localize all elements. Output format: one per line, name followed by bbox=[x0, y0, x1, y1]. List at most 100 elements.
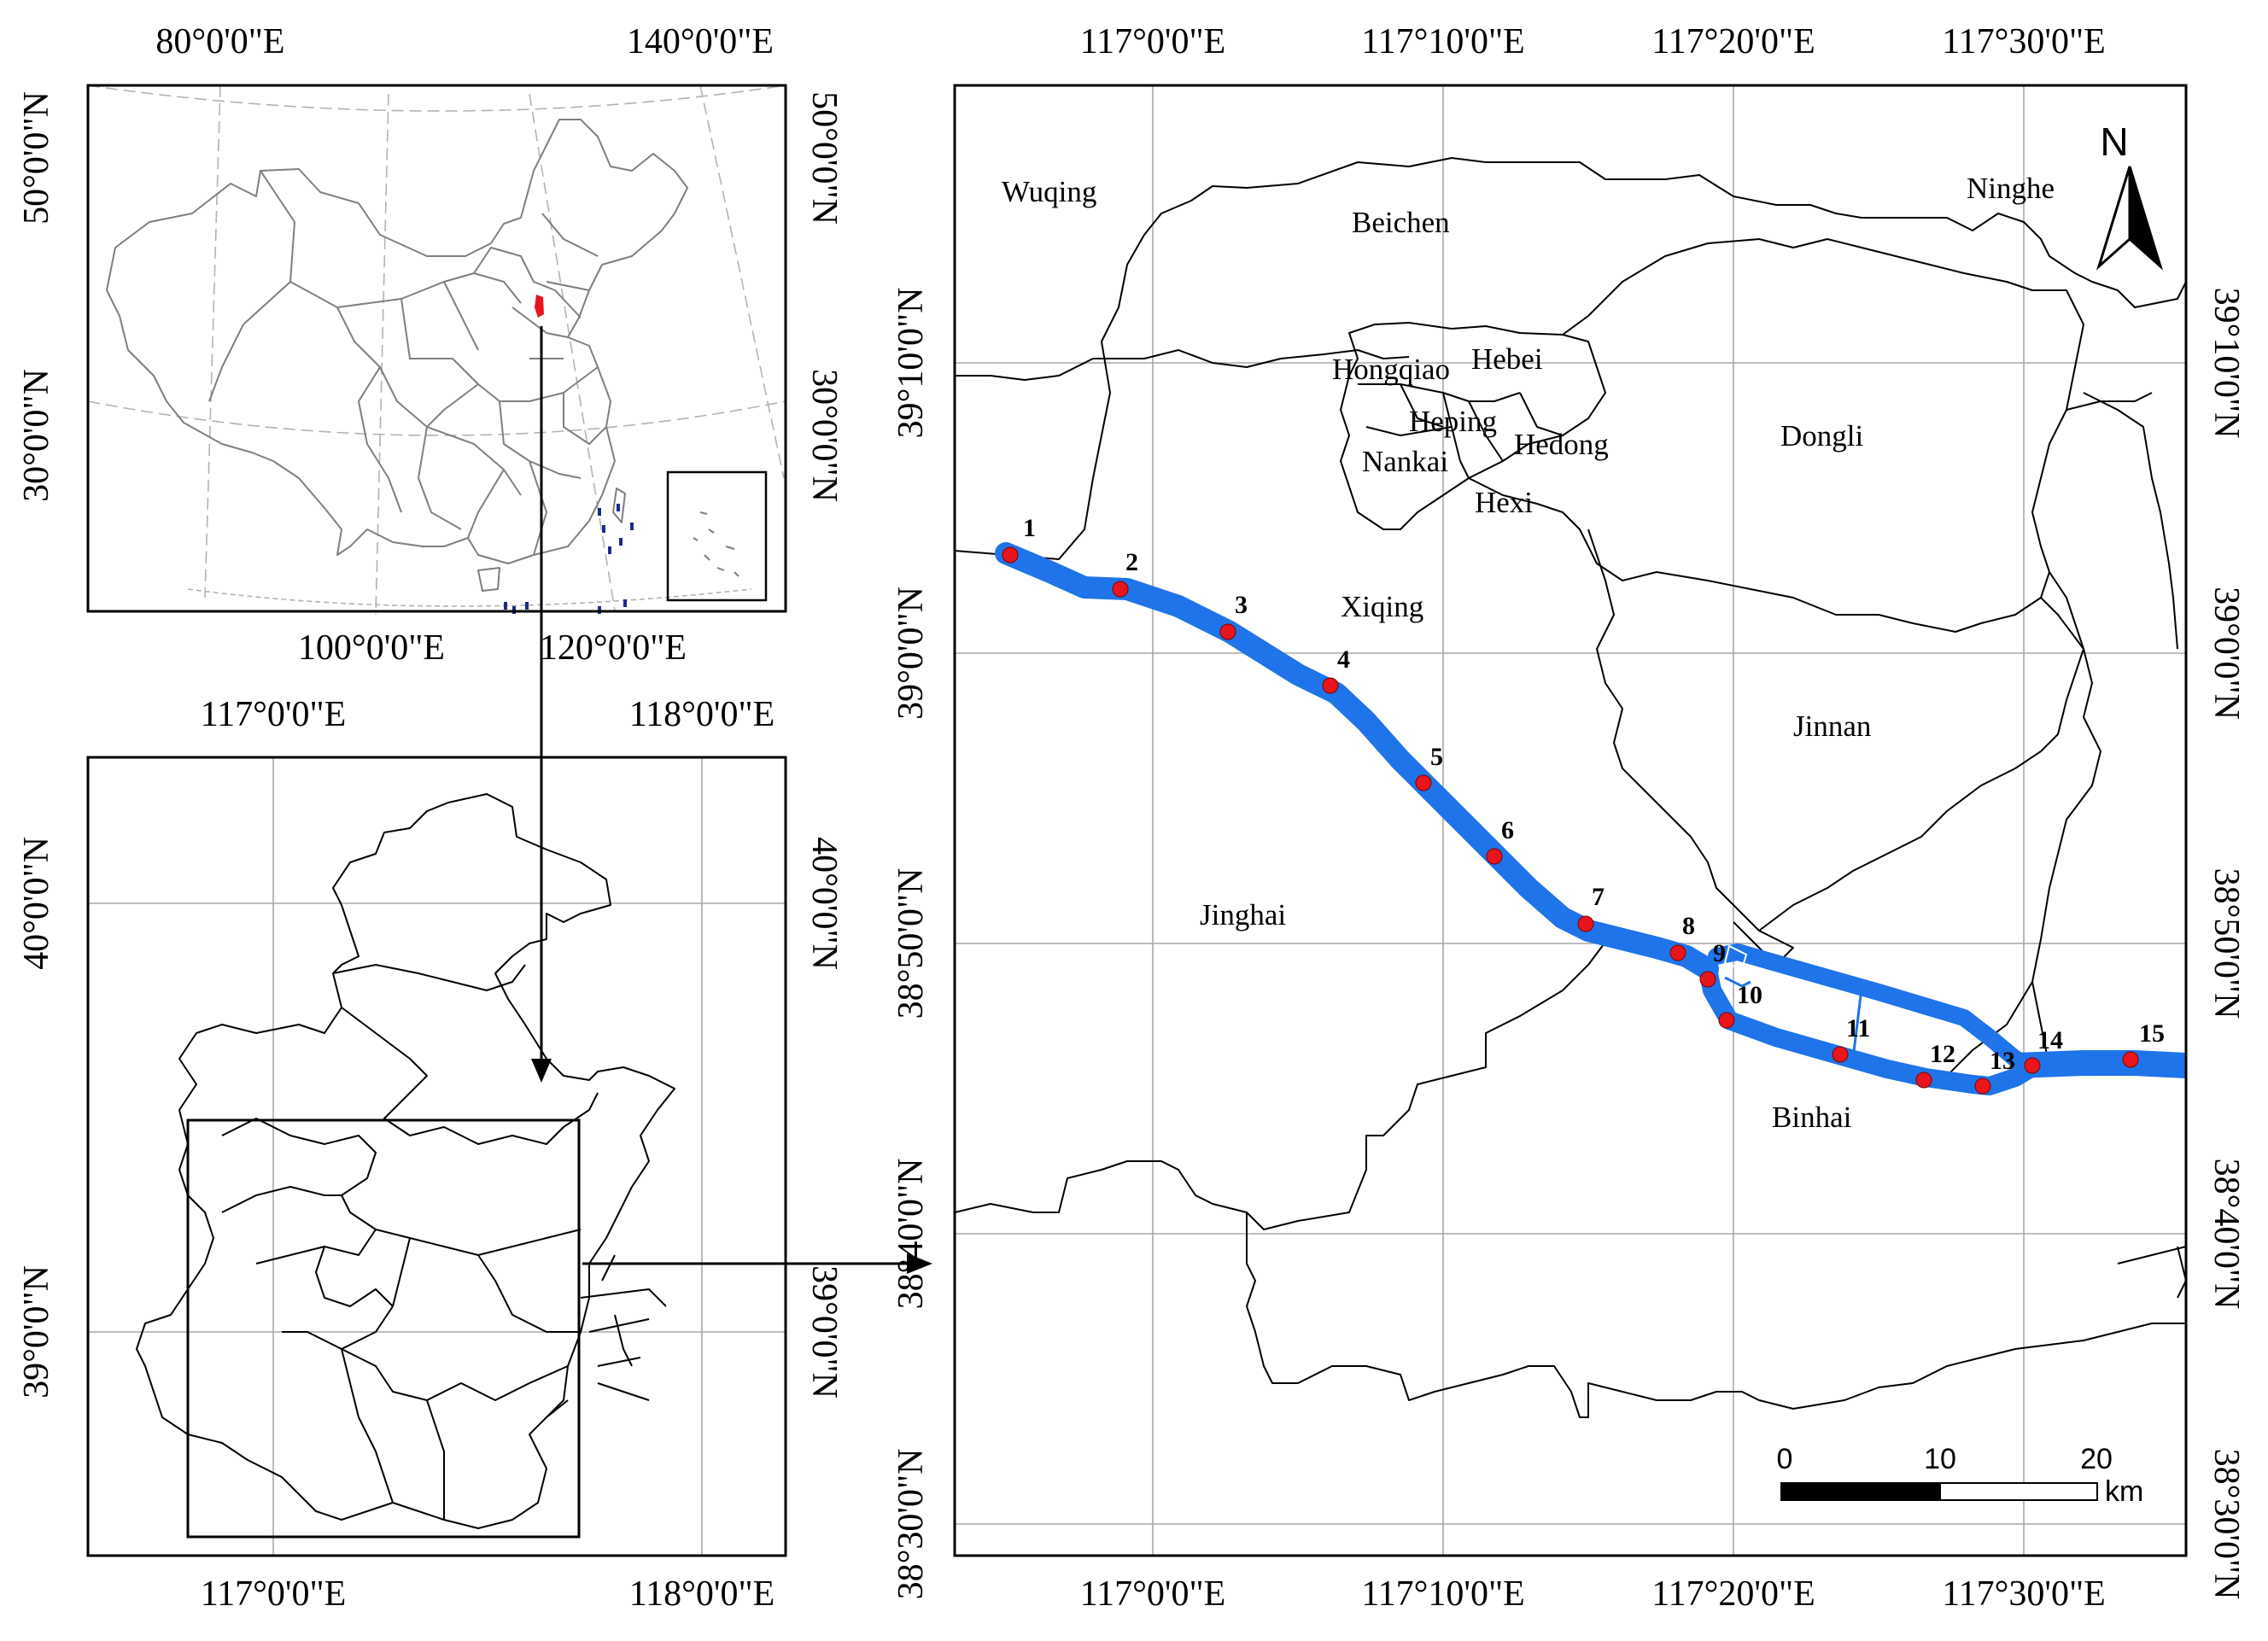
main-left-label-1: 39°0'0"N bbox=[891, 587, 931, 720]
label-dongli: Dongli bbox=[1780, 419, 1864, 453]
station-point-13 bbox=[1974, 1077, 1991, 1095]
main-right-label-1: 39°0'0"N bbox=[2207, 587, 2246, 720]
station-point-6 bbox=[1486, 848, 1503, 865]
label-hongqiao: Hongqiao bbox=[1332, 353, 1450, 386]
route-south-branch bbox=[1698, 960, 2042, 1095]
china-province-lines bbox=[208, 170, 607, 556]
label-nankai: Nankai bbox=[1362, 445, 1448, 478]
china-graticule-lon120 bbox=[529, 93, 616, 611]
study-panel-frame bbox=[953, 84, 2188, 1557]
label-jinnan: Jinnan bbox=[1793, 710, 1871, 743]
china-left-label-0: 50°0'0"N bbox=[17, 91, 56, 225]
china-bottom-label-1: 120°0'0"E bbox=[540, 628, 687, 668]
xiqing-north-line bbox=[955, 358, 1094, 381]
island-mark bbox=[602, 525, 605, 533]
station-point-3 bbox=[1219, 623, 1236, 640]
tianjin-left-label-0: 40°0'0"N bbox=[17, 837, 56, 970]
main-right-label-0: 39°10'0"N bbox=[2207, 288, 2246, 439]
station-label-5: 5 bbox=[1430, 743, 1443, 771]
main-right-label-3: 38°40'0"N bbox=[2207, 1159, 2246, 1310]
station-label-10: 10 bbox=[1737, 981, 1762, 1009]
north-arrow-label: N bbox=[2100, 120, 2128, 164]
label-hebei: Hebei bbox=[1471, 342, 1543, 376]
main-top-label-2: 117°20'0"E bbox=[1651, 22, 1815, 61]
tianjin-right-label-0: 40°0'0"N bbox=[804, 837, 844, 970]
wuqing-beichen-line bbox=[1093, 349, 1410, 368]
route-connector-lines bbox=[1724, 976, 1863, 1060]
china-right-label-0: 50°0'0"N bbox=[804, 91, 844, 225]
arrow-head-down bbox=[531, 1059, 552, 1083]
station-label-3: 3 bbox=[1235, 591, 1248, 619]
china-graticule-lon80 bbox=[204, 85, 221, 599]
north-arrow-left-half bbox=[2096, 166, 2131, 271]
tianjin-top-label-0: 117°0'0"E bbox=[201, 695, 347, 734]
tianjin-bottom-label-0: 117°0'0"E bbox=[201, 1574, 347, 1614]
china-panel-frame bbox=[86, 84, 787, 613]
study-coordinate-labels: 117°0'0"E 117°10'0"E 117°20'0"E 117°30'0… bbox=[891, 22, 2246, 1614]
label-binhai: Binhai bbox=[1772, 1101, 1852, 1134]
connector-arrows bbox=[531, 326, 932, 1274]
island-mark bbox=[598, 508, 601, 516]
tianjin-top-label-1: 118°0'0"E bbox=[629, 695, 775, 734]
station-point-15 bbox=[2122, 1051, 2139, 1068]
jinghai-binhai-boundary bbox=[954, 930, 1615, 1230]
station-point-14 bbox=[2024, 1057, 2041, 1074]
island-mark bbox=[617, 504, 620, 511]
china-outline bbox=[106, 119, 688, 564]
main-top-label-1: 117°10'0"E bbox=[1361, 22, 1525, 61]
station-label-15: 15 bbox=[2139, 1019, 2165, 1048]
outer-boundary-north bbox=[954, 157, 2187, 560]
scale-bar: 0 10 20 km bbox=[1777, 1443, 2144, 1508]
tianjin-panel-frame bbox=[86, 756, 787, 1557]
main-left-label-2: 38°50'0"N bbox=[891, 868, 931, 1019]
label-heping: Heping bbox=[1409, 405, 1497, 438]
route-layer bbox=[995, 542, 2187, 1095]
station-point-10 bbox=[1718, 1012, 1735, 1029]
china-top-label-1: 140°0'0"E bbox=[627, 22, 774, 61]
island-mark bbox=[623, 599, 627, 607]
main-bottom-label-1: 117°10'0"E bbox=[1361, 1574, 1525, 1614]
tianjin-bottom-label-1: 118°0'0"E bbox=[629, 1574, 775, 1614]
taiwan bbox=[612, 488, 626, 523]
study-area-graticule bbox=[955, 85, 2186, 1556]
label-hexi: Hexi bbox=[1475, 486, 1533, 519]
dongli-boundary bbox=[1468, 238, 2084, 633]
station-label-9: 9 bbox=[1713, 939, 1726, 967]
label-xiqing: Xiqing bbox=[1341, 590, 1423, 623]
china-graticule-lon140 bbox=[699, 85, 785, 479]
north-arrow-right-half bbox=[2128, 166, 2164, 271]
station-label-2: 2 bbox=[1125, 548, 1138, 576]
scale-tick-2: 20 bbox=[2080, 1443, 2113, 1475]
route-junction-outline bbox=[1723, 944, 1748, 971]
main-bottom-label-3: 117°30'0"E bbox=[1942, 1574, 2106, 1614]
station-point-7 bbox=[1577, 915, 1594, 932]
main-top-label-3: 117°30'0"E bbox=[1942, 22, 2106, 61]
route-corridor bbox=[995, 542, 1719, 980]
station-label-4: 4 bbox=[1337, 645, 1350, 674]
east-boundary bbox=[2031, 392, 2178, 1068]
scale-tick-1: 10 bbox=[1924, 1443, 1956, 1475]
main-right-label-2: 38°50'0"N bbox=[2207, 868, 2246, 1019]
main-left-label-4: 38°30'0"N bbox=[891, 1449, 931, 1600]
binhai-south-boundary bbox=[1246, 1212, 2186, 1418]
station-point-4 bbox=[1322, 677, 1339, 694]
label-ninghe: Ninghe bbox=[1967, 172, 2055, 205]
main-right-label-4: 38°30'0"N bbox=[2207, 1449, 2246, 1600]
district-boundaries bbox=[954, 157, 2187, 1418]
main-bottom-label-2: 117°20'0"E bbox=[1651, 1574, 1815, 1614]
north-arrow: N bbox=[2096, 120, 2164, 271]
label-wuqing: Wuqing bbox=[1002, 175, 1096, 208]
scale-bar-segment-0 bbox=[1780, 1482, 1941, 1501]
island-mark bbox=[630, 523, 634, 530]
tianjin-overview-panel: 117°0'0"E 118°0'0"E 117°0'0"E 118°0'0"E … bbox=[17, 695, 844, 1614]
station-label-12: 12 bbox=[1930, 1040, 1955, 1068]
scale-bar-segment-1 bbox=[1939, 1482, 2098, 1501]
station-label-13: 13 bbox=[1990, 1047, 2015, 1075]
china-bottom-label-0: 100°0'0"E bbox=[298, 628, 445, 668]
station-point-8 bbox=[1669, 944, 1686, 961]
main-left-label-3: 38°40'0"N bbox=[891, 1159, 931, 1310]
island-mark bbox=[504, 602, 507, 610]
china-right-label-1: 30°0'0"N bbox=[804, 369, 844, 502]
